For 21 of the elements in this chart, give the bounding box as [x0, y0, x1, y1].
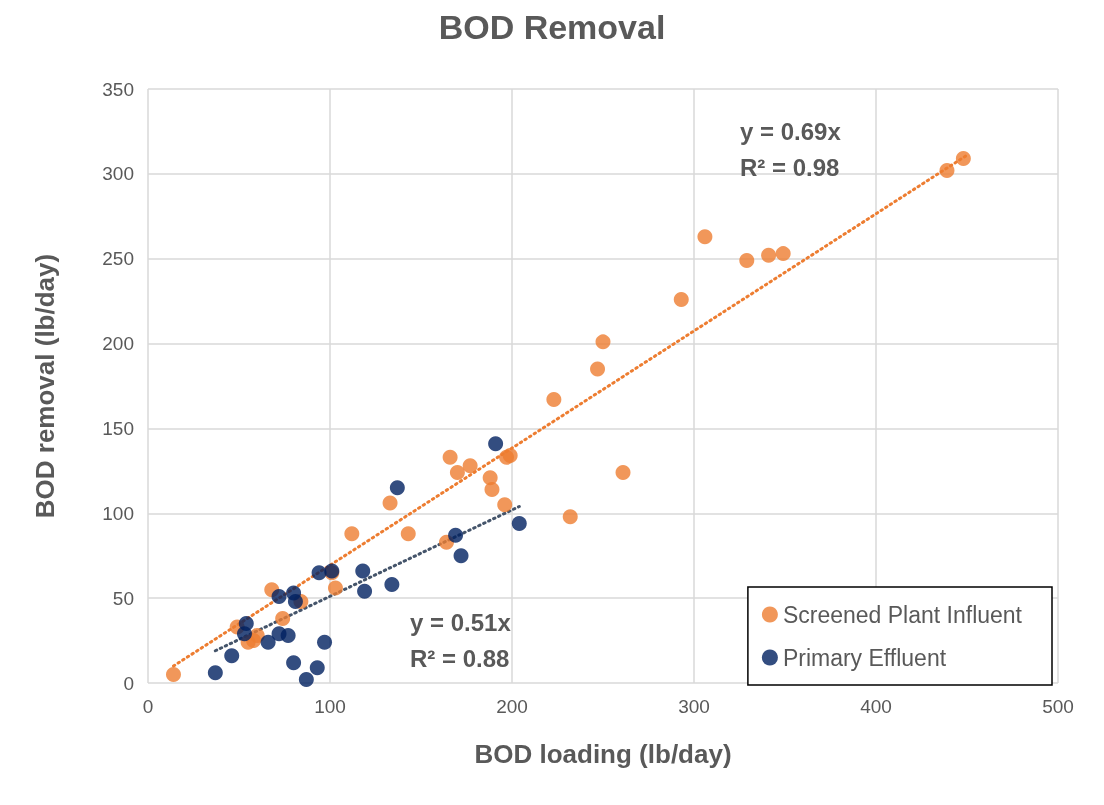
- annotation: y = 0.51x R² = 0.88: [410, 608, 512, 672]
- x-tick-label: 500: [1042, 696, 1074, 717]
- x-tick-label: 300: [678, 696, 710, 717]
- x-axis-title: BOD loading (lb/day): [474, 739, 732, 769]
- y-tick-label: 50: [112, 587, 134, 609]
- x-tick-label: 400: [860, 696, 892, 717]
- y-tick-label: 100: [102, 502, 134, 524]
- x-tick-label: 100: [314, 696, 346, 717]
- x-tick-label: 200: [496, 696, 528, 717]
- y-tick-label: 0: [123, 672, 134, 694]
- legend-label: Screened Plant Influent: [782, 601, 1023, 628]
- y-tick-label: 150: [102, 417, 134, 439]
- x-tick-label: 0: [142, 696, 154, 717]
- y-tick-label: 200: [102, 333, 134, 355]
- chart-title: BOD Removal: [438, 8, 666, 46]
- annotation: y = 0.69x R² = 0.98: [740, 117, 842, 181]
- y-axis-title: BOD removal (lb/day): [30, 253, 60, 519]
- legend-label: Primary Effluent: [782, 644, 947, 671]
- y-tick-label: 350: [102, 78, 134, 100]
- y-tick-label: 250: [102, 248, 134, 270]
- y-tick-label: 300: [102, 163, 134, 185]
